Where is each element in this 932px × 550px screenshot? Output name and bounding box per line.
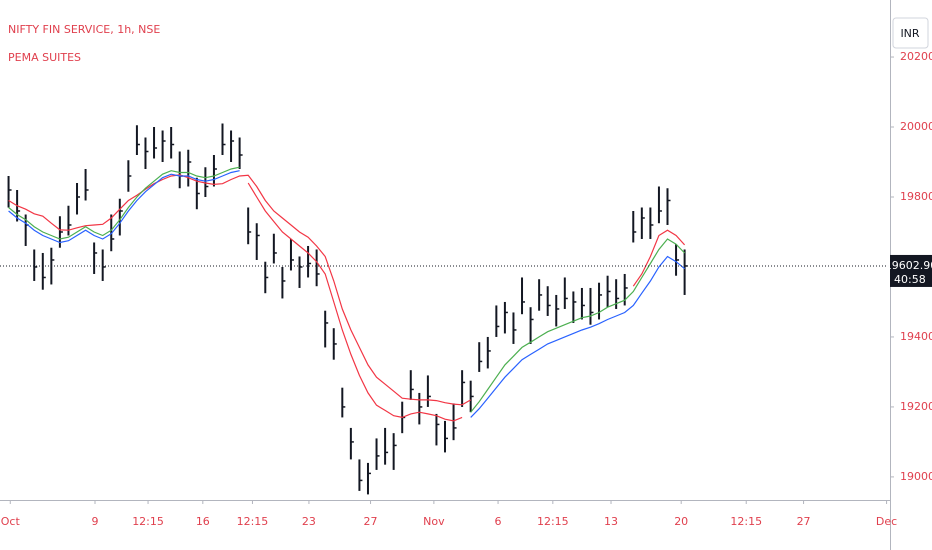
currency-label[interactable]: INR <box>900 27 919 40</box>
x-tick-label: Dec <box>876 515 897 528</box>
last-price-label: 19602.90 <box>885 259 932 272</box>
x-tick-label: 6 <box>495 515 502 528</box>
chart-title: NIFTY FIN SERVICE, 1h, NSE <box>8 23 160 36</box>
y-tick-label: 19800.00 <box>900 190 932 203</box>
x-tick-label: 13 <box>604 515 618 528</box>
x-tick-label: Oct <box>1 515 21 528</box>
y-tick-label: 19000.00 <box>900 470 932 483</box>
currency-button[interactable] <box>892 17 929 49</box>
x-tick-label: 12:15 <box>132 515 164 528</box>
x-tick-label: 12:15 <box>730 515 762 528</box>
y-tick-label: 20000.00 <box>900 120 932 133</box>
moving-average-line <box>8 174 686 406</box>
x-tick-label: Nov <box>423 515 445 528</box>
moving-average-line <box>247 182 463 422</box>
x-tick-label: 27 <box>364 515 378 528</box>
indicator-name: PEMA SUITES <box>8 51 81 64</box>
countdown-label: 40:58 <box>894 273 926 286</box>
x-tick-label: 12:15 <box>237 515 269 528</box>
x-tick-label: 16 <box>196 515 210 528</box>
y-tick-label: 19200.00 <box>900 400 932 413</box>
y-tick-label: 19400.00 <box>900 330 932 343</box>
x-tick-label: 12:15 <box>537 515 569 528</box>
last-price-box <box>890 254 932 287</box>
x-tick-label: 20 <box>674 515 688 528</box>
x-tick-label: 9 <box>91 515 98 528</box>
y-tick-label: 20200.00 <box>900 50 932 63</box>
moving-average-line <box>8 170 685 418</box>
x-tick-label: 23 <box>302 515 316 528</box>
x-tick-label: 27 <box>797 515 811 528</box>
